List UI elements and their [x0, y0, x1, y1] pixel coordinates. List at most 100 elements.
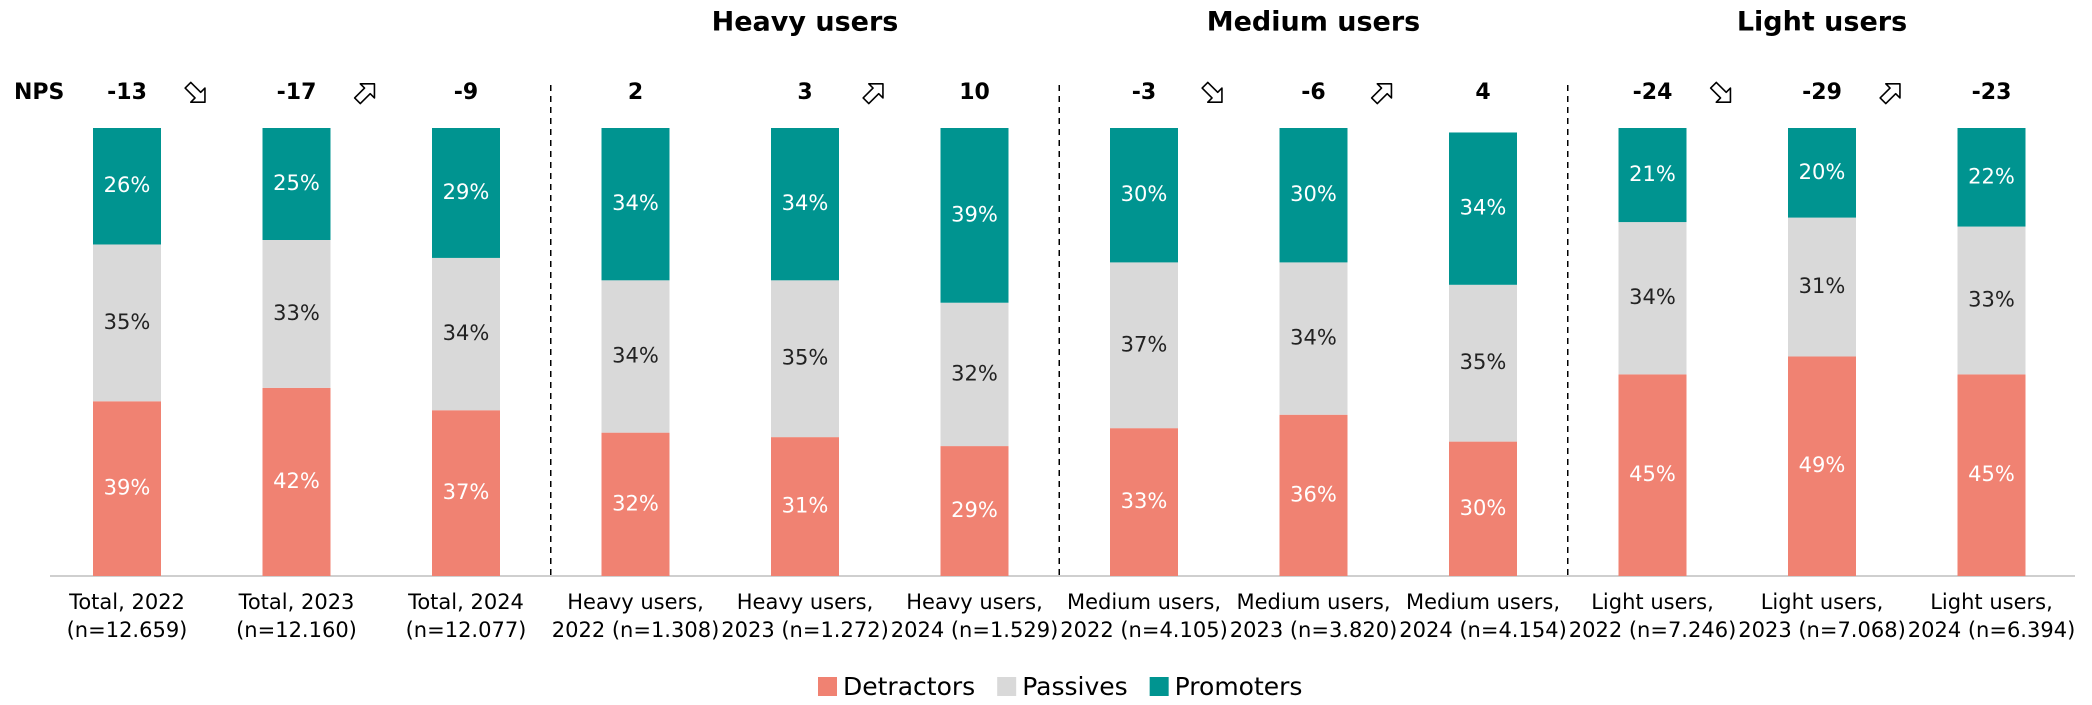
- x-tick-label: Light users,: [1930, 590, 2053, 614]
- nps-value: -6: [1301, 80, 1325, 105]
- data-label: 21%: [1629, 162, 1676, 186]
- bar-segment: [93, 401, 161, 576]
- data-label: 35%: [1460, 350, 1507, 374]
- x-tick-label: 2024 (n=1.529): [891, 618, 1059, 642]
- x-tick-label: 2024 (n=4.154): [1399, 618, 1567, 642]
- x-tick-label: 2023 (n=7.068): [1738, 618, 1906, 642]
- data-label: 34%: [782, 191, 829, 215]
- data-label: 36%: [1290, 482, 1337, 506]
- bar-segment: [262, 240, 331, 388]
- trend-arrow: [184, 81, 206, 103]
- data-label: 34%: [612, 191, 659, 215]
- bar-segment: [1279, 262, 1348, 415]
- bar-segment: [1449, 132, 1517, 285]
- group-title: Medium users: [1207, 7, 1421, 38]
- bar-segment: [940, 302, 1009, 447]
- arrow-shape: [1370, 83, 1393, 105]
- bar-segment: [432, 257, 500, 411]
- x-tick-label: Heavy users,: [906, 590, 1043, 614]
- bar-segment: [1279, 414, 1348, 576]
- nps-value: -23: [1972, 80, 2012, 105]
- data-label: 22%: [1968, 164, 2015, 188]
- bar-segment: [1449, 441, 1517, 576]
- x-tick-label: Heavy users,: [737, 590, 874, 614]
- data-label: 31%: [1799, 274, 1846, 298]
- legend-swatch: [818, 677, 837, 696]
- x-tick-label: 2023 (n=3.820): [1230, 618, 1398, 642]
- legend-label: Passives: [1022, 672, 1127, 701]
- x-tick-label: (n=12.659): [67, 618, 188, 642]
- group-title: Light users: [1737, 7, 1907, 38]
- data-label: 29%: [951, 498, 998, 522]
- bar-segment: [940, 446, 1009, 576]
- x-tick-label: (n=12.077): [406, 618, 527, 642]
- x-tick-label: Total, 2023: [238, 590, 355, 614]
- nps-value: -24: [1633, 80, 1673, 105]
- trend-arrow: [862, 83, 884, 105]
- arrow-shape: [862, 83, 884, 105]
- data-label: 33%: [273, 301, 320, 325]
- bar-segment: [1957, 128, 2026, 227]
- legend-swatch: [1149, 677, 1169, 696]
- data-label: 35%: [104, 310, 151, 334]
- nps-value: -29: [1802, 80, 1842, 105]
- bar-segment: [771, 128, 839, 281]
- bar-segment: [1618, 222, 1687, 375]
- data-label: 32%: [951, 361, 998, 385]
- x-tick-label: Medium users,: [1067, 590, 1221, 614]
- bar-segment: [601, 128, 670, 281]
- data-label: 34%: [443, 321, 490, 345]
- nps-value: 3: [797, 80, 812, 105]
- bar-segment: [262, 387, 331, 576]
- legend-label: Detractors: [843, 672, 975, 701]
- x-tick-label: 2023 (n=1.272): [721, 618, 889, 642]
- data-label: 33%: [1968, 287, 2015, 311]
- data-label: 45%: [1629, 462, 1676, 486]
- data-label: 30%: [1460, 496, 1507, 520]
- data-label: 25%: [273, 171, 320, 195]
- arrow-shape: [1709, 81, 1732, 103]
- x-tick-label: (n=12.160): [236, 618, 357, 642]
- data-label: 34%: [1290, 326, 1337, 350]
- bar-segment: [1788, 356, 1856, 576]
- group-title: Heavy users: [712, 7, 899, 38]
- arrow-shape: [1201, 81, 1223, 103]
- bar-segment: [771, 280, 839, 438]
- nps-value: 2: [628, 80, 643, 105]
- data-label: 30%: [1290, 182, 1337, 206]
- trend-arrow: [1879, 83, 1901, 105]
- nps-value: -13: [107, 80, 147, 105]
- bar-segment: [1788, 128, 1856, 218]
- arrow-shape: [353, 83, 376, 105]
- data-label: 31%: [782, 494, 829, 518]
- nps-value: 10: [959, 80, 990, 105]
- bar-segment: [1957, 226, 2026, 375]
- nps-value: -9: [454, 80, 478, 105]
- nps-label: NPS: [14, 80, 64, 105]
- x-tick-label: Medium users,: [1236, 590, 1390, 614]
- nps-value: -3: [1132, 80, 1156, 105]
- bar-segment: [771, 437, 839, 576]
- data-label: 39%: [951, 202, 998, 226]
- bar-segment: [940, 128, 1009, 303]
- bar-segment: [601, 432, 670, 576]
- x-tick-label: Light users,: [1591, 590, 1714, 614]
- x-tick-label: 2022 (n=4.105): [1060, 618, 1228, 642]
- data-label: 49%: [1799, 453, 1846, 477]
- legend-label: Promoters: [1175, 672, 1303, 701]
- x-tick-label: Heavy users,: [567, 590, 704, 614]
- data-label: 32%: [612, 491, 659, 515]
- data-label: 34%: [1629, 285, 1676, 309]
- bar-segment: [601, 280, 670, 433]
- legend-swatch: [997, 677, 1017, 696]
- bar-segment: [1618, 374, 1687, 576]
- arrow-shape: [1879, 83, 1901, 105]
- data-label: 37%: [443, 480, 490, 504]
- x-tick-label: Light users,: [1761, 590, 1884, 614]
- trend-arrow: [353, 83, 376, 105]
- trend-arrow: [1201, 81, 1223, 103]
- bar-segment: [1110, 262, 1178, 429]
- data-label: 26%: [104, 173, 151, 197]
- data-label: 34%: [612, 343, 659, 367]
- x-tick-label: 2022 (n=7.246): [1569, 618, 1737, 642]
